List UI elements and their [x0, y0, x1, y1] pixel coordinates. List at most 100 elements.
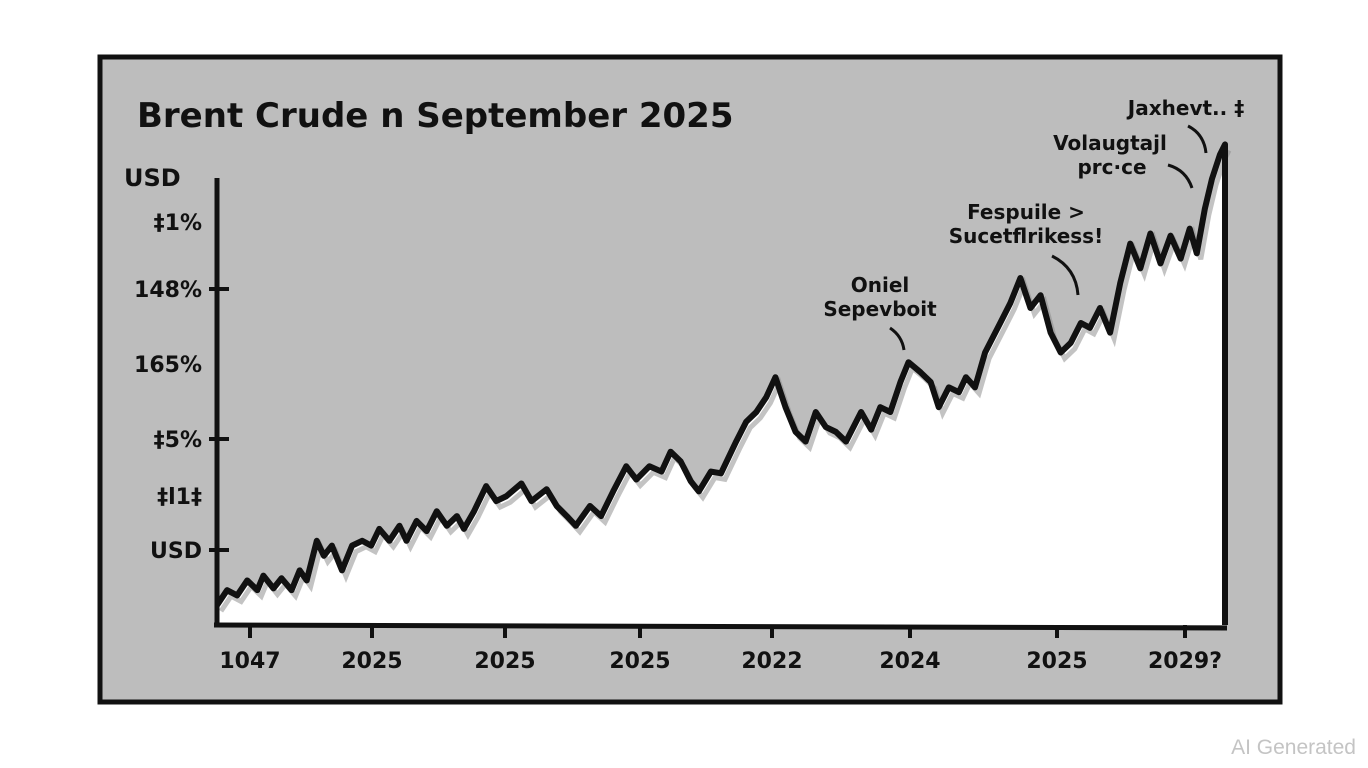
data-point — [376, 526, 382, 532]
data-point — [544, 486, 550, 492]
data-point — [887, 409, 893, 415]
data-point — [1087, 325, 1093, 331]
x-tick-label: 2025 — [474, 649, 535, 674]
x-tick-label: 2022 — [741, 649, 802, 674]
data-point — [858, 409, 864, 415]
data-point — [1209, 176, 1215, 182]
ai-generated-watermark: AI Generated — [1231, 736, 1356, 759]
x-tick-label: 2025 — [1026, 649, 1087, 674]
x-tick-label: 2024 — [879, 649, 940, 674]
data-point — [598, 513, 604, 519]
data-point — [772, 374, 778, 380]
annotation-fespuile: Fespuile > Sucetflrikess! — [949, 200, 1103, 296]
data-point — [823, 424, 829, 430]
data-point — [918, 369, 924, 375]
annotation-text: Fespuile > — [967, 200, 1085, 224]
data-point — [1068, 340, 1074, 346]
data-point — [434, 508, 440, 514]
y-tick-label: ‡l1‡ — [157, 485, 202, 510]
data-point — [493, 498, 499, 504]
annotation-text: Sucetflrikess! — [949, 224, 1103, 248]
data-point — [843, 439, 849, 445]
data-point — [1078, 320, 1084, 326]
annotation-arrow — [1051, 254, 1080, 296]
data-point — [234, 592, 240, 598]
data-point — [1038, 292, 1044, 298]
data-point — [982, 350, 988, 356]
data-point — [414, 518, 420, 524]
data-point — [633, 477, 639, 482]
data-point — [573, 523, 579, 529]
data-point — [297, 567, 303, 573]
data-point — [314, 538, 320, 544]
data-point — [304, 577, 310, 583]
data-point — [963, 374, 969, 380]
data-point — [877, 404, 883, 410]
data-point — [289, 587, 295, 593]
data-point — [386, 538, 392, 544]
data-point — [404, 538, 410, 544]
data-point — [224, 587, 230, 593]
data-point — [868, 427, 874, 433]
annotation-text: Jaxhevt.. ‡ — [1126, 96, 1244, 120]
data-point — [528, 498, 534, 504]
data-point — [244, 577, 250, 583]
data-point — [956, 389, 962, 395]
annotation-jaxhevt: Jaxhevt.. ‡ — [1126, 96, 1244, 154]
data-point — [1027, 305, 1033, 311]
data-point — [646, 463, 652, 469]
annotation-text: Sepevboit — [823, 297, 937, 321]
data-point — [1187, 226, 1193, 232]
data-point — [471, 508, 477, 514]
y-axis-label: USD — [124, 164, 181, 192]
data-point — [946, 384, 952, 390]
data-point — [483, 483, 489, 489]
data-point — [1058, 350, 1064, 356]
annotation-text: prc·ce — [1077, 155, 1146, 179]
data-point — [587, 503, 593, 509]
data-point — [1127, 241, 1133, 247]
series-line-shadow — [218, 149, 1232, 613]
data-point — [461, 526, 467, 532]
data-point — [454, 513, 460, 519]
data-point — [928, 379, 934, 385]
x-tick-label: 2025 — [609, 649, 670, 674]
data-point — [1222, 141, 1228, 147]
x-tick-label: 2029? — [1148, 649, 1222, 674]
data-point — [339, 567, 345, 573]
data-point — [270, 585, 276, 591]
annotation-arrow — [889, 326, 906, 351]
data-point — [763, 394, 769, 400]
data-point — [1217, 152, 1223, 158]
data-point — [424, 528, 430, 534]
x-tick-label: 2025 — [341, 649, 402, 674]
data-point — [444, 523, 450, 529]
data-point — [1202, 206, 1208, 212]
y-tick-label: 148% — [134, 278, 202, 303]
data-point — [813, 409, 819, 415]
data-point — [678, 458, 684, 464]
y-tick-label: ‡1% — [154, 211, 202, 236]
data-point — [1017, 275, 1023, 281]
data-point — [1137, 265, 1143, 271]
data-point — [279, 575, 285, 581]
data-point — [688, 478, 694, 484]
data-point — [718, 470, 724, 476]
data-point — [1007, 300, 1013, 306]
area-fill — [217, 144, 1225, 625]
data-point — [554, 503, 560, 509]
data-point — [659, 469, 665, 475]
y-tick-label: ‡5% — [154, 428, 202, 453]
data-point — [260, 573, 266, 579]
data-point — [793, 429, 799, 435]
data-point — [396, 523, 402, 529]
data-point — [321, 553, 327, 559]
y-tick-label: USD — [150, 539, 202, 564]
data-point — [936, 404, 942, 410]
data-point — [783, 404, 789, 410]
data-point — [733, 439, 739, 445]
annotation-volaugtajl: Volaugtajl prc·ce — [1053, 131, 1194, 189]
y-tick-label: 165% — [134, 353, 202, 378]
annotation-text: Volaugtajl — [1053, 131, 1167, 155]
